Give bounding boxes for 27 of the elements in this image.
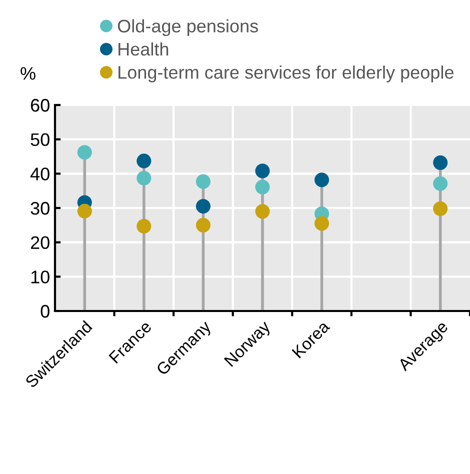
y-tick-label: 30	[30, 202, 50, 215]
point	[433, 201, 448, 216]
point	[77, 204, 92, 218]
point	[433, 176, 448, 191]
legend-label: Health	[118, 42, 168, 56]
legend-label: Old-age pensions	[118, 19, 258, 36]
y-tick-label: 20	[30, 236, 50, 250]
point	[196, 218, 210, 232]
y-tick-label: 40	[30, 168, 50, 180]
point	[136, 154, 152, 168]
point	[255, 164, 270, 178]
y-tick-label: 50	[30, 133, 50, 146]
point	[77, 145, 92, 160]
y-axis-title: %	[20, 67, 36, 80]
legend-label: Long-term care services for elderly people	[118, 66, 454, 82]
point	[314, 172, 330, 188]
y-tick-label: 0	[40, 304, 50, 318]
point	[433, 155, 448, 170]
point	[255, 204, 270, 219]
point	[196, 174, 210, 189]
point	[136, 170, 152, 186]
point	[255, 180, 270, 194]
point	[314, 216, 330, 231]
point	[196, 199, 210, 214]
y-tick-label: 10	[31, 270, 50, 284]
point	[136, 218, 152, 234]
y-tick-label: 60	[30, 98, 50, 112]
